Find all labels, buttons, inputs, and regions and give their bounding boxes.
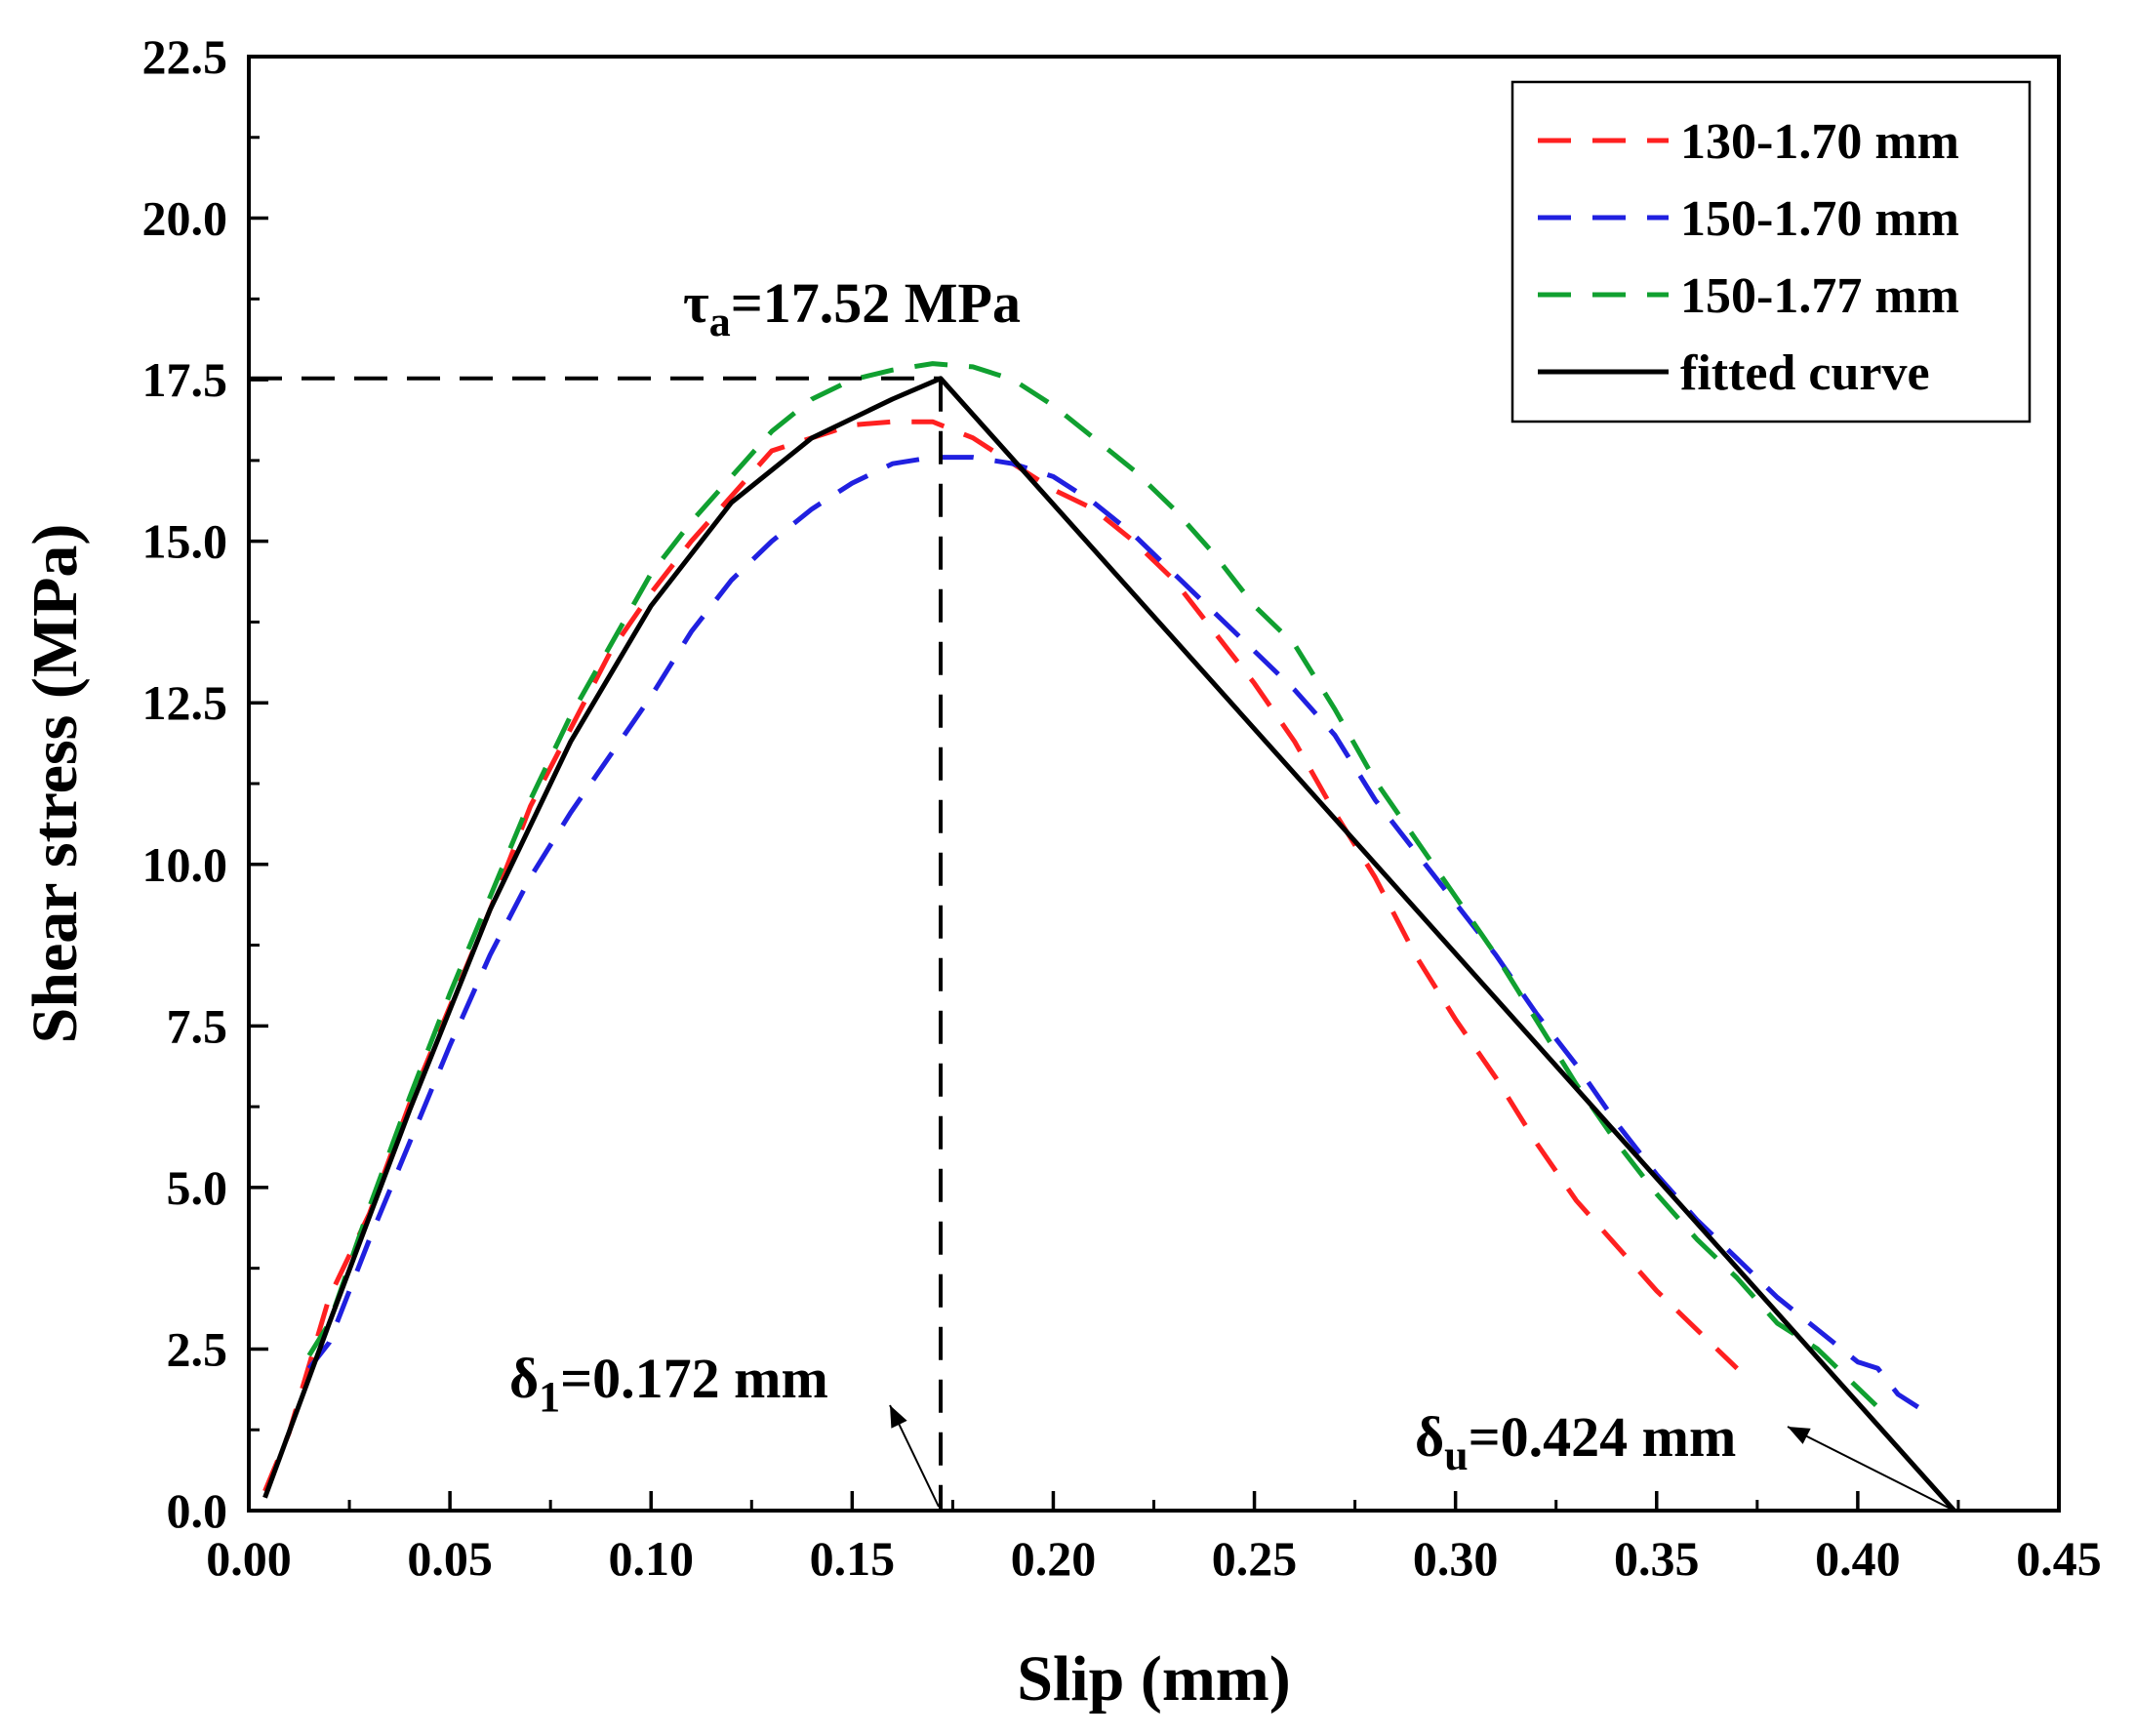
peak-slip-arrow-head bbox=[890, 1405, 907, 1429]
series-line-fitted-curve bbox=[262, 376, 1956, 1513]
y-tick-label: 5.0 bbox=[167, 1160, 228, 1215]
annotation-value: =17.52 MPa bbox=[731, 271, 1021, 335]
x-tick-label: 0.35 bbox=[1614, 1531, 1700, 1586]
y-tick-label: 2.5 bbox=[167, 1321, 228, 1376]
y-tick-label: 20.0 bbox=[142, 191, 228, 246]
y-tick-label: 22.5 bbox=[142, 29, 228, 84]
tick-labels: 0.00 0.05 0.10 0.15 0.20 0.25 0.30 0.35 0.40 0.45… bbox=[142, 29, 2102, 1586]
annotation-value: =0.172 mm bbox=[560, 1347, 828, 1410]
y-tick-label: 10.0 bbox=[142, 837, 228, 892]
annotations: τa=17.52 MPa δ1=0.172 mm δu=0.424 mm bbox=[509, 271, 1955, 1512]
peak-stress-annotation: τa=17.52 MPa bbox=[683, 271, 1021, 345]
axis-ticks bbox=[247, 55, 2061, 1513]
legend-label: 130-1.70 mm bbox=[1680, 114, 1959, 170]
legend-label: 150-1.77 mm bbox=[1680, 268, 1959, 324]
annotation-subscript: u bbox=[1444, 1432, 1468, 1479]
ultimate-slip-annotation: δu=0.424 mm bbox=[1415, 1405, 1736, 1479]
y-tick-label: 7.5 bbox=[167, 998, 228, 1053]
ultimate-slip-arrow-head bbox=[1788, 1427, 1811, 1444]
x-tick-label: 0.10 bbox=[608, 1531, 694, 1586]
annotation-symbol: δ bbox=[1415, 1405, 1444, 1469]
x-tick-label: 0.05 bbox=[407, 1531, 493, 1586]
x-tick-label: 0.45 bbox=[2016, 1531, 2102, 1586]
annotation-symbol: δ bbox=[509, 1347, 539, 1410]
y-tick-label: 12.5 bbox=[142, 675, 228, 730]
annotation-subscript: a bbox=[709, 298, 731, 345]
peak-slip-annotation: δ1=0.172 mm bbox=[509, 1347, 828, 1421]
x-tick-label: 0.25 bbox=[1212, 1531, 1298, 1586]
x-axis-title: Slip (mm) bbox=[1017, 1643, 1291, 1715]
x-tick-label: 0.15 bbox=[810, 1531, 896, 1586]
legend-label: fitted curve bbox=[1680, 345, 1930, 401]
annotation-symbol: τ bbox=[683, 271, 709, 335]
legend: 130-1.70 mm 150-1.70 mm 150-1.77 mm fitted … bbox=[1510, 80, 2032, 424]
series-line-130-1-70-mm bbox=[262, 419, 1739, 1493]
series-line-150-1-70-mm bbox=[306, 455, 1920, 1410]
y-tick-label: 0.0 bbox=[167, 1483, 228, 1538]
annotation-value: =0.424 mm bbox=[1469, 1405, 1737, 1469]
y-tick-label: 15.0 bbox=[142, 514, 228, 569]
x-tick-label: 0.40 bbox=[1815, 1531, 1901, 1586]
x-tick-label: 0.30 bbox=[1413, 1531, 1499, 1586]
guide-lines bbox=[249, 376, 944, 1511]
x-tick-label: 0.20 bbox=[1011, 1531, 1097, 1586]
legend-label: 150-1.70 mm bbox=[1680, 191, 1959, 247]
series-line-150-1-77-mm bbox=[306, 361, 1880, 1409]
series-layer bbox=[262, 361, 1956, 1513]
ultimate-slip-arrow bbox=[1787, 1426, 1955, 1512]
annotation-subscript: 1 bbox=[539, 1373, 560, 1421]
y-axis-title: Shear stress (MPa) bbox=[20, 524, 91, 1044]
x-tick-label: 0.00 bbox=[206, 1531, 292, 1586]
y-tick-label: 17.5 bbox=[142, 352, 228, 407]
